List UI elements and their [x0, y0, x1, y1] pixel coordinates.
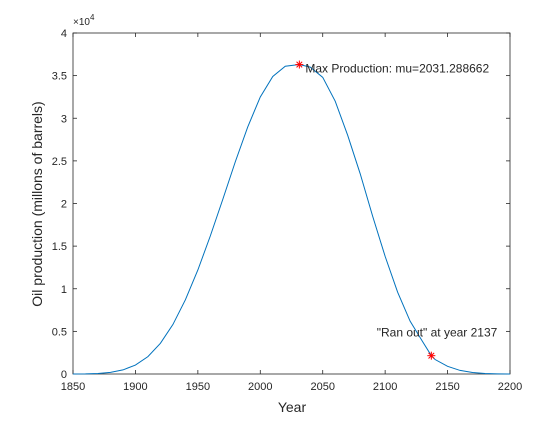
ran-out-annotation: "Ran out" at year 2137 — [377, 326, 498, 340]
y-tick-label: 0.5 — [52, 326, 67, 338]
x-tick-label: 1950 — [186, 381, 210, 393]
marker-stroke — [296, 61, 303, 68]
x-tick-label: 2150 — [435, 381, 459, 393]
ran-out-marker — [427, 351, 436, 360]
y-tick-label: 3 — [61, 113, 67, 125]
x-tick-label: 1900 — [123, 381, 147, 393]
x-tick-label: 2050 — [310, 381, 334, 393]
y-axis-label: Oil production (millons of barrels) — [29, 101, 45, 306]
max-production-marker — [295, 60, 304, 69]
x-tick-label: 2200 — [498, 381, 522, 393]
y-tick-label: 4 — [61, 28, 67, 40]
x-tick-label: 2100 — [373, 381, 397, 393]
marker-stroke — [428, 352, 435, 359]
y-tick-label: 2.5 — [52, 156, 67, 168]
x-tick-label: 1850 — [61, 381, 85, 393]
y-tick-label: 0 — [61, 369, 67, 381]
y-tick-label: 3.5 — [52, 71, 67, 83]
y-tick-label: 1.5 — [52, 241, 67, 253]
y-tick-label: 1 — [61, 284, 67, 296]
y-axis-exponent-power: 4 — [90, 13, 95, 22]
max-production-annotation: Max Production: mu=2031.288662 — [305, 62, 489, 76]
plot-area-box — [72, 32, 511, 375]
y-axis-exponent-base: ×10 — [73, 17, 90, 28]
x-tick-label: 2000 — [248, 381, 272, 393]
y-tick-label: 2 — [61, 199, 67, 211]
x-axis-label: Year — [278, 399, 307, 415]
